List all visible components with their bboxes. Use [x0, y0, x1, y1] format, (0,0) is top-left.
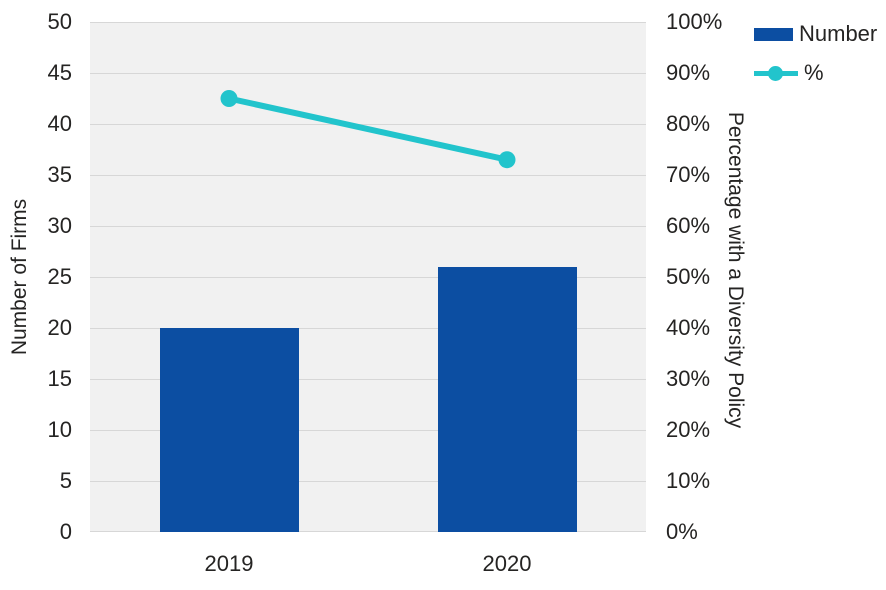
left-axis-tick-10: 10	[47, 417, 72, 442]
gridline	[90, 226, 646, 227]
left-axis-tick-40: 40	[47, 111, 72, 136]
right-axis-tick-50%: 50%	[666, 264, 711, 289]
left-axis-tick-15: 15	[47, 366, 72, 391]
left-axis-tick-50: 50	[47, 9, 72, 34]
left-axis-tick-20: 20	[47, 315, 72, 340]
right-axis-tick-40%: 40%	[666, 315, 711, 340]
legend-item-percent[interactable]: %	[754, 60, 884, 85]
gridline	[90, 531, 646, 532]
right-axis-tick-100%: 100%	[666, 9, 723, 34]
gridline	[90, 175, 646, 176]
percent-line-layer	[220, 90, 516, 169]
legend-item-number[interactable]: Number	[754, 21, 884, 46]
bar-2020[interactable]	[437, 266, 577, 532]
gridline	[90, 124, 646, 125]
right-axis-tick-60%: 60%	[666, 213, 711, 238]
gridline	[90, 73, 646, 74]
right-axis-tick-20%: 20%	[666, 417, 711, 442]
left-axis-tick-30: 30	[47, 213, 72, 238]
left-axis-tick-0: 0	[59, 519, 72, 544]
gridline	[90, 277, 646, 278]
legend: Number %	[754, 21, 884, 100]
left-axis-tick-35: 35	[47, 162, 72, 187]
plot-area	[90, 22, 646, 532]
right-axis-tick-10%: 10%	[666, 468, 711, 493]
left-axis-tick-5: 5	[59, 468, 72, 493]
line-point-2020[interactable]	[498, 151, 516, 169]
legend-label-number: Number	[799, 21, 878, 46]
line-marker-dot-icon	[768, 65, 783, 81]
percent-line[interactable]	[226, 95, 510, 163]
category-label-2019: 2019	[204, 551, 254, 576]
left-axis-tick-25: 25	[47, 264, 72, 289]
gridline	[90, 22, 646, 23]
left-axis-tick-45: 45	[47, 60, 72, 85]
legend-label-percent: %	[804, 60, 824, 85]
right-axis-tick-30%: 30%	[666, 366, 711, 391]
gridline	[90, 328, 646, 329]
right-axis-tick-70%: 70%	[666, 162, 711, 187]
gridline	[90, 430, 646, 431]
right-axis-tick-90%: 90%	[666, 60, 711, 85]
category-label-2020: 2020	[482, 551, 532, 576]
bar-2019[interactable]	[159, 328, 299, 532]
gridline	[90, 379, 646, 380]
gridline	[90, 481, 646, 482]
right-axis-tick-0%: 0%	[666, 519, 698, 544]
right-axis-tick-80%: 80%	[666, 111, 711, 136]
line-point-2019[interactable]	[220, 90, 238, 107]
bar-swatch-icon	[754, 27, 793, 41]
line-swatch-icon	[754, 65, 798, 81]
